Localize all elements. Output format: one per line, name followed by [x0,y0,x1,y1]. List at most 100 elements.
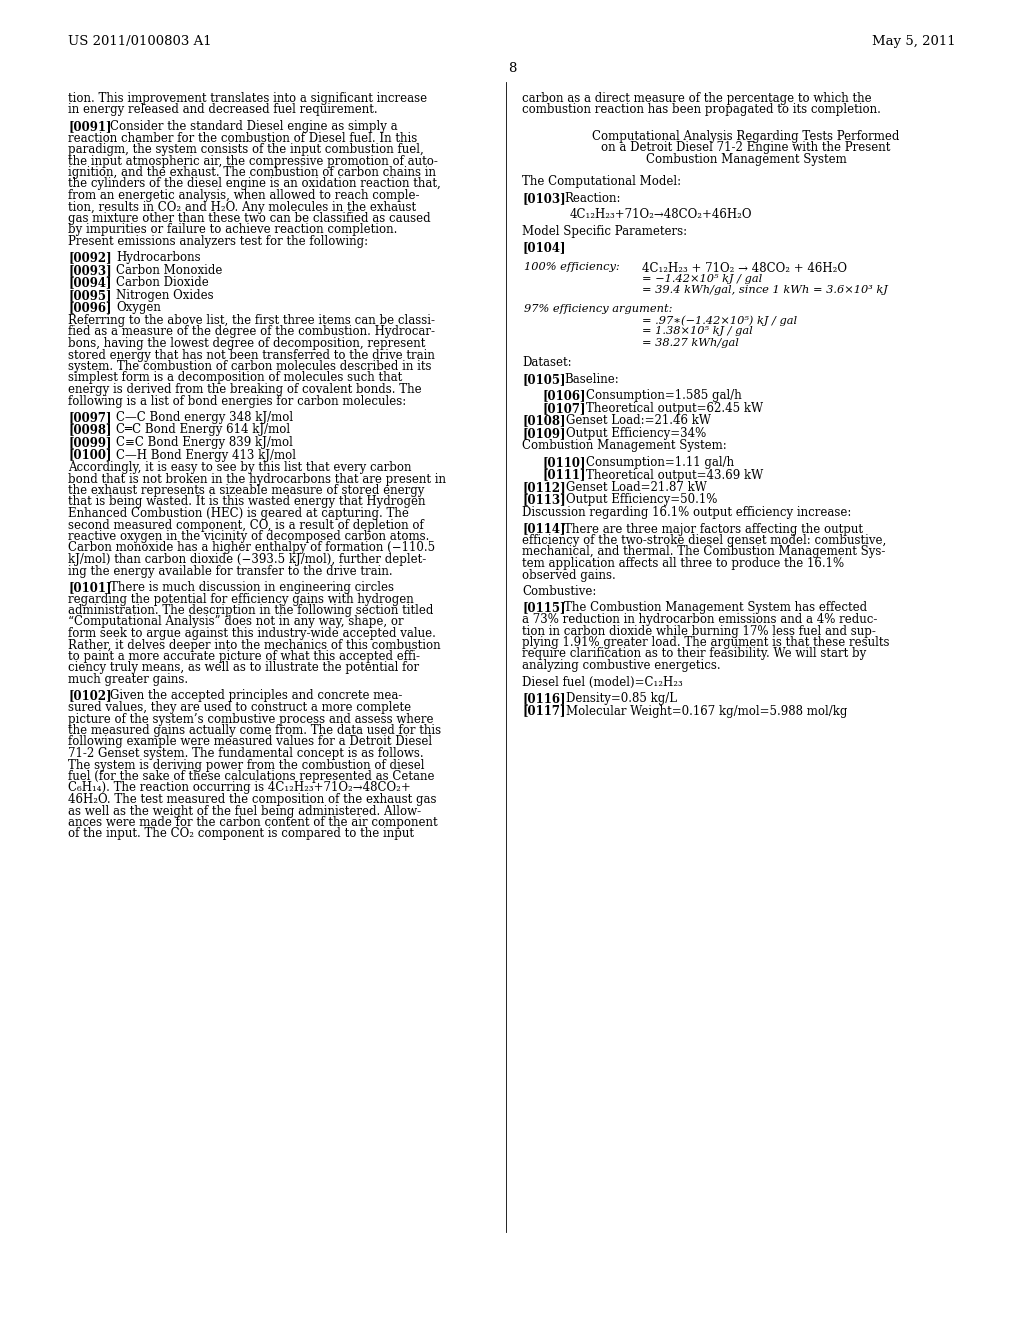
Text: fuel (for the sake of these calculations represented as Cetane: fuel (for the sake of these calculations… [68,770,434,783]
Text: plying 1.91% greater load. The argument is that these results: plying 1.91% greater load. The argument … [522,636,890,649]
Text: sured values, they are used to construct a more complete: sured values, they are used to construct… [68,701,411,714]
Text: [0112]: [0112] [522,480,565,494]
Text: from an energetic analysis, when allowed to reach comple-: from an energetic analysis, when allowed… [68,189,420,202]
Text: Computational Analysis Regarding Tests Performed: Computational Analysis Regarding Tests P… [592,129,900,143]
Text: [0102]: [0102] [68,689,112,702]
Text: ignition, and the exhaust. The combustion of carbon chains in: ignition, and the exhaust. The combustio… [68,166,436,180]
Text: = 39.4 kWh/gal, since 1 kWh = 3.6×10³ kJ: = 39.4 kWh/gal, since 1 kWh = 3.6×10³ kJ [642,285,888,294]
Text: [0110]: [0110] [542,455,586,469]
Text: [0101]: [0101] [68,581,112,594]
Text: C—C Bond energy 348 kJ/mol: C—C Bond energy 348 kJ/mol [116,411,293,424]
Text: Reaction:: Reaction: [564,191,621,205]
Text: US 2011/0100803 A1: US 2011/0100803 A1 [68,36,212,48]
Text: Model Specific Parameters:: Model Specific Parameters: [522,224,687,238]
Text: Combustive:: Combustive: [522,585,596,598]
Text: system. The combustion of carbon molecules described in its: system. The combustion of carbon molecul… [68,360,431,374]
Text: Rather, it delves deeper into the mechanics of this combustion: Rather, it delves deeper into the mechan… [68,639,440,652]
Text: [0091]: [0091] [68,120,112,133]
Text: reaction chamber for the combustion of Diesel fuel. In this: reaction chamber for the combustion of D… [68,132,417,144]
Text: “Computational Analysis” does not in any way, shape, or: “Computational Analysis” does not in any… [68,615,403,628]
Text: the cylinders of the diesel engine is an oxidation reaction that,: the cylinders of the diesel engine is an… [68,177,440,190]
Text: efficiency of the two-stroke diesel genset model: combustive,: efficiency of the two-stroke diesel gens… [522,535,886,546]
Text: combustion reaction has been propagated to its completion.: combustion reaction has been propagated … [522,103,881,116]
Text: There is much discussion in engineering circles: There is much discussion in engineering … [110,581,394,594]
Text: [0094]: [0094] [68,276,112,289]
Text: [0097]: [0097] [68,411,112,424]
Text: Carbon monoxide has a higher enthalpy of formation (−110.5: Carbon monoxide has a higher enthalpy of… [68,541,435,554]
Text: = −1.42×10⁵ kJ / gal: = −1.42×10⁵ kJ / gal [642,273,762,284]
Text: kJ/mol) than carbon dioxide (−393.5 kJ/mol), further deplet-: kJ/mol) than carbon dioxide (−393.5 kJ/m… [68,553,426,566]
Text: Consumption=1.11 gal/h: Consumption=1.11 gal/h [586,455,734,469]
Text: [0099]: [0099] [68,436,112,449]
Text: following example were measured values for a Detroit Diesel: following example were measured values f… [68,735,432,748]
Text: following is a list of bond energies for carbon molecules:: following is a list of bond energies for… [68,395,407,408]
Text: in energy released and decreased fuel requirement.: in energy released and decreased fuel re… [68,103,378,116]
Text: [0092]: [0092] [68,252,112,264]
Text: Hydrocarbons: Hydrocarbons [116,252,201,264]
Text: [0105]: [0105] [522,374,565,385]
Text: [0095]: [0095] [68,289,112,302]
Text: [0103]: [0103] [522,191,565,205]
Text: bons, having the lowest degree of decomposition, represent: bons, having the lowest degree of decomp… [68,337,425,350]
Text: Consider the standard Diesel engine as simply a: Consider the standard Diesel engine as s… [110,120,397,133]
Text: bond that is not broken in the hydrocarbons that are present in: bond that is not broken in the hydrocarb… [68,473,446,486]
Text: Molecular Weight=0.167 kg/mol=5.988 mol/kg: Molecular Weight=0.167 kg/mol=5.988 mol/… [566,705,848,718]
Text: Diesel fuel (model)=C₁₂H₂₃: Diesel fuel (model)=C₁₂H₂₃ [522,676,683,689]
Text: by impurities or failure to achieve reaction completion.: by impurities or failure to achieve reac… [68,223,397,236]
Text: Genset Load:=21.46 kW: Genset Load:=21.46 kW [566,414,711,428]
Text: [0096]: [0096] [68,301,112,314]
Text: C—H Bond Energy 413 kJ/mol: C—H Bond Energy 413 kJ/mol [116,449,296,462]
Text: 4C₁₂H₂₃+71O₂→48CO₂+46H₂O: 4C₁₂H₂₃+71O₂→48CO₂+46H₂O [570,209,753,222]
Text: Consumption=1.585 gal/h: Consumption=1.585 gal/h [586,389,741,403]
Text: 97% efficiency argument:: 97% efficiency argument: [524,304,673,314]
Text: Oxygen: Oxygen [116,301,161,314]
Text: Output Efficiency=50.1%: Output Efficiency=50.1% [566,494,718,507]
Text: = 38.27 kWh/gal: = 38.27 kWh/gal [642,338,739,348]
Text: [0111]: [0111] [542,469,586,482]
Text: ances were made for the carbon content of the air component: ances were made for the carbon content o… [68,816,437,829]
Text: The system is deriving power from the combustion of diesel: The system is deriving power from the co… [68,759,425,771]
Text: tion, results in CO₂ and H₂O. Any molecules in the exhaust: tion, results in CO₂ and H₂O. Any molecu… [68,201,416,214]
Text: Combustion Management System:: Combustion Management System: [522,440,727,453]
Text: [0104]: [0104] [522,242,565,255]
Text: Baseline:: Baseline: [564,374,618,385]
Text: 8: 8 [508,62,516,75]
Text: Discussion regarding 16.1% output efficiency increase:: Discussion regarding 16.1% output effici… [522,506,851,519]
Text: 100% efficiency:: 100% efficiency: [524,261,620,272]
Text: paradigm, the system consists of the input combustion fuel,: paradigm, the system consists of the inp… [68,143,424,156]
Text: fied as a measure of the degree of the combustion. Hydrocar-: fied as a measure of the degree of the c… [68,326,435,338]
Text: [0114]: [0114] [522,523,565,536]
Text: The Computational Model:: The Computational Model: [522,176,681,189]
Text: The Combustion Management System has effected: The Combustion Management System has eff… [564,602,867,615]
Text: Enhanced Combustion (HEC) is geared at capturing. The: Enhanced Combustion (HEC) is geared at c… [68,507,409,520]
Text: There are three major factors affecting the output: There are three major factors affecting … [564,523,863,536]
Text: Density=0.85 kg/L: Density=0.85 kg/L [566,692,677,705]
Text: that is being wasted. It is this wasted energy that Hydrogen: that is being wasted. It is this wasted … [68,495,426,508]
Text: Combustion Management System: Combustion Management System [645,153,847,166]
Text: [0117]: [0117] [522,705,565,718]
Text: [0098]: [0098] [68,424,112,437]
Text: Genset Load=21.87 kW: Genset Load=21.87 kW [566,480,707,494]
Text: [0108]: [0108] [522,414,565,428]
Text: [0093]: [0093] [68,264,112,277]
Text: as well as the weight of the fuel being administered. Allow-: as well as the weight of the fuel being … [68,804,421,817]
Text: much greater gains.: much greater gains. [68,673,188,686]
Text: [0115]: [0115] [522,602,565,615]
Text: tion. This improvement translates into a significant increase: tion. This improvement translates into a… [68,92,427,106]
Text: the measured gains actually come from. The data used for this: the measured gains actually come from. T… [68,723,441,737]
Text: stored energy that has not been transferred to the drive train: stored energy that has not been transfer… [68,348,435,362]
Text: the input atmospheric air, the compressive promotion of auto-: the input atmospheric air, the compressi… [68,154,438,168]
Text: carbon as a direct measure of the percentage to which the: carbon as a direct measure of the percen… [522,92,871,106]
Text: to paint a more accurate picture of what this accepted effi-: to paint a more accurate picture of what… [68,649,420,663]
Text: = 1.38×10⁵ kJ / gal: = 1.38×10⁵ kJ / gal [642,326,753,337]
Text: 46H₂O. The test measured the composition of the exhaust gas: 46H₂O. The test measured the composition… [68,793,436,807]
Text: [0116]: [0116] [522,692,565,705]
Text: Referring to the above list, the first three items can be classi-: Referring to the above list, the first t… [68,314,435,327]
Text: 71-2 Genset system. The fundamental concept is as follows.: 71-2 Genset system. The fundamental conc… [68,747,424,760]
Text: on a Detroit Diesel 71-2 Engine with the Present: on a Detroit Diesel 71-2 Engine with the… [601,141,891,154]
Text: May 5, 2011: May 5, 2011 [872,36,956,48]
Text: [0106]: [0106] [542,389,586,403]
Text: analyzing combustive energetics.: analyzing combustive energetics. [522,659,721,672]
Text: Nitrogen Oxides: Nitrogen Oxides [116,289,214,302]
Text: Output Efficiency=34%: Output Efficiency=34% [566,426,707,440]
